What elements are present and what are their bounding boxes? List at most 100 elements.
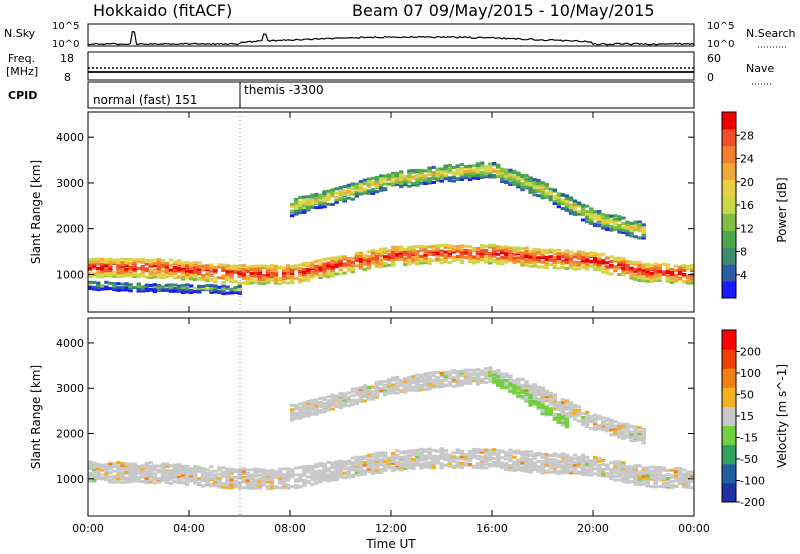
data-cell — [633, 235, 638, 239]
data-cell — [100, 270, 105, 274]
data-cell — [431, 378, 436, 382]
data-cell — [92, 266, 97, 270]
data-cell — [346, 257, 351, 260]
data-cell — [229, 471, 234, 475]
data-cell — [496, 449, 501, 453]
data-cell — [314, 406, 319, 410]
data-cell — [148, 472, 153, 476]
data-cell — [358, 254, 364, 258]
data-cell — [407, 466, 412, 470]
data-cell — [463, 453, 469, 457]
data-cell — [633, 262, 638, 266]
data-cell — [294, 405, 299, 409]
data-cell — [257, 479, 263, 483]
data-cell — [443, 449, 448, 452]
data-cell — [471, 379, 477, 383]
data-cell — [310, 404, 315, 408]
data-cell — [322, 410, 327, 414]
data-cell — [350, 394, 355, 398]
data-cell — [690, 486, 695, 490]
data-cell — [172, 272, 178, 276]
colorbar-tick-label: -50 — [740, 453, 758, 466]
data-cell — [605, 271, 610, 275]
data-cell — [346, 266, 351, 270]
data-cell — [572, 267, 578, 271]
data-cell — [455, 172, 460, 176]
data-cell — [415, 245, 420, 249]
data-cell — [605, 222, 610, 226]
data-cell — [132, 273, 137, 277]
data-cell — [265, 280, 271, 284]
data-cell — [374, 380, 380, 384]
data-cell — [326, 257, 331, 260]
data-cell — [148, 478, 153, 482]
data-cell — [455, 370, 460, 374]
data-cell — [653, 465, 658, 469]
data-cell — [399, 379, 404, 383]
data-cell — [528, 384, 533, 388]
data-cell — [306, 204, 311, 208]
data-cell — [467, 368, 473, 372]
data-cell — [520, 453, 525, 457]
data-cell — [690, 263, 695, 267]
data-cell — [318, 474, 323, 478]
data-cell — [564, 407, 570, 411]
data-cell — [391, 248, 396, 251]
data-cell — [209, 465, 214, 469]
data-cell — [681, 476, 687, 480]
data-cell — [504, 177, 509, 181]
data-cell — [447, 249, 452, 253]
data-cell — [407, 249, 412, 253]
data-cell — [314, 410, 319, 414]
data-cell — [415, 373, 420, 377]
data-cell — [584, 468, 590, 472]
data-cell — [346, 462, 351, 466]
data-cell — [346, 263, 351, 267]
data-cell — [197, 465, 202, 469]
data-cell — [669, 270, 675, 274]
data-cell — [378, 261, 384, 265]
data-cell — [427, 461, 432, 464]
data-cell — [382, 380, 388, 384]
data-cell — [568, 196, 574, 200]
data-cell — [451, 464, 456, 468]
data-cell — [241, 277, 246, 280]
data-cell — [152, 466, 157, 470]
data-cell — [532, 468, 537, 472]
data-cell — [516, 171, 521, 175]
data-cell — [641, 478, 646, 481]
data-cell — [463, 173, 469, 177]
data-cell — [657, 484, 662, 488]
data-cell — [500, 171, 505, 175]
data-cell — [136, 289, 141, 293]
data-cell — [427, 169, 432, 173]
data-cell — [435, 376, 440, 380]
data-cell — [496, 462, 501, 466]
data-cell — [552, 394, 557, 398]
data-cell — [617, 472, 622, 476]
data-cell — [298, 273, 303, 277]
data-cell — [439, 447, 444, 451]
data-cell — [641, 472, 646, 475]
data-cell — [597, 417, 602, 421]
data-cell — [633, 273, 638, 277]
data-cell — [576, 405, 582, 409]
data-cell — [443, 259, 448, 263]
data-cell — [516, 387, 521, 391]
data-cell — [124, 257, 129, 261]
data-cell — [540, 256, 545, 260]
data-cell — [419, 179, 424, 182]
data-cell — [411, 462, 416, 466]
noise-panel: N.Sky N.Search 10^5 10^0 10^5 10^0 — [4, 21, 796, 50]
data-cell — [116, 461, 121, 464]
data-cell — [120, 286, 125, 290]
data-cell — [601, 224, 606, 228]
data-cell — [690, 267, 695, 271]
data-cell — [201, 264, 206, 268]
data-cell — [471, 450, 477, 454]
beam-date-title: Beam 07 09/May/2015 - 10/May/2015 — [352, 1, 655, 20]
data-cell — [245, 474, 250, 478]
data-cell — [88, 477, 93, 481]
data-cell — [516, 466, 521, 470]
